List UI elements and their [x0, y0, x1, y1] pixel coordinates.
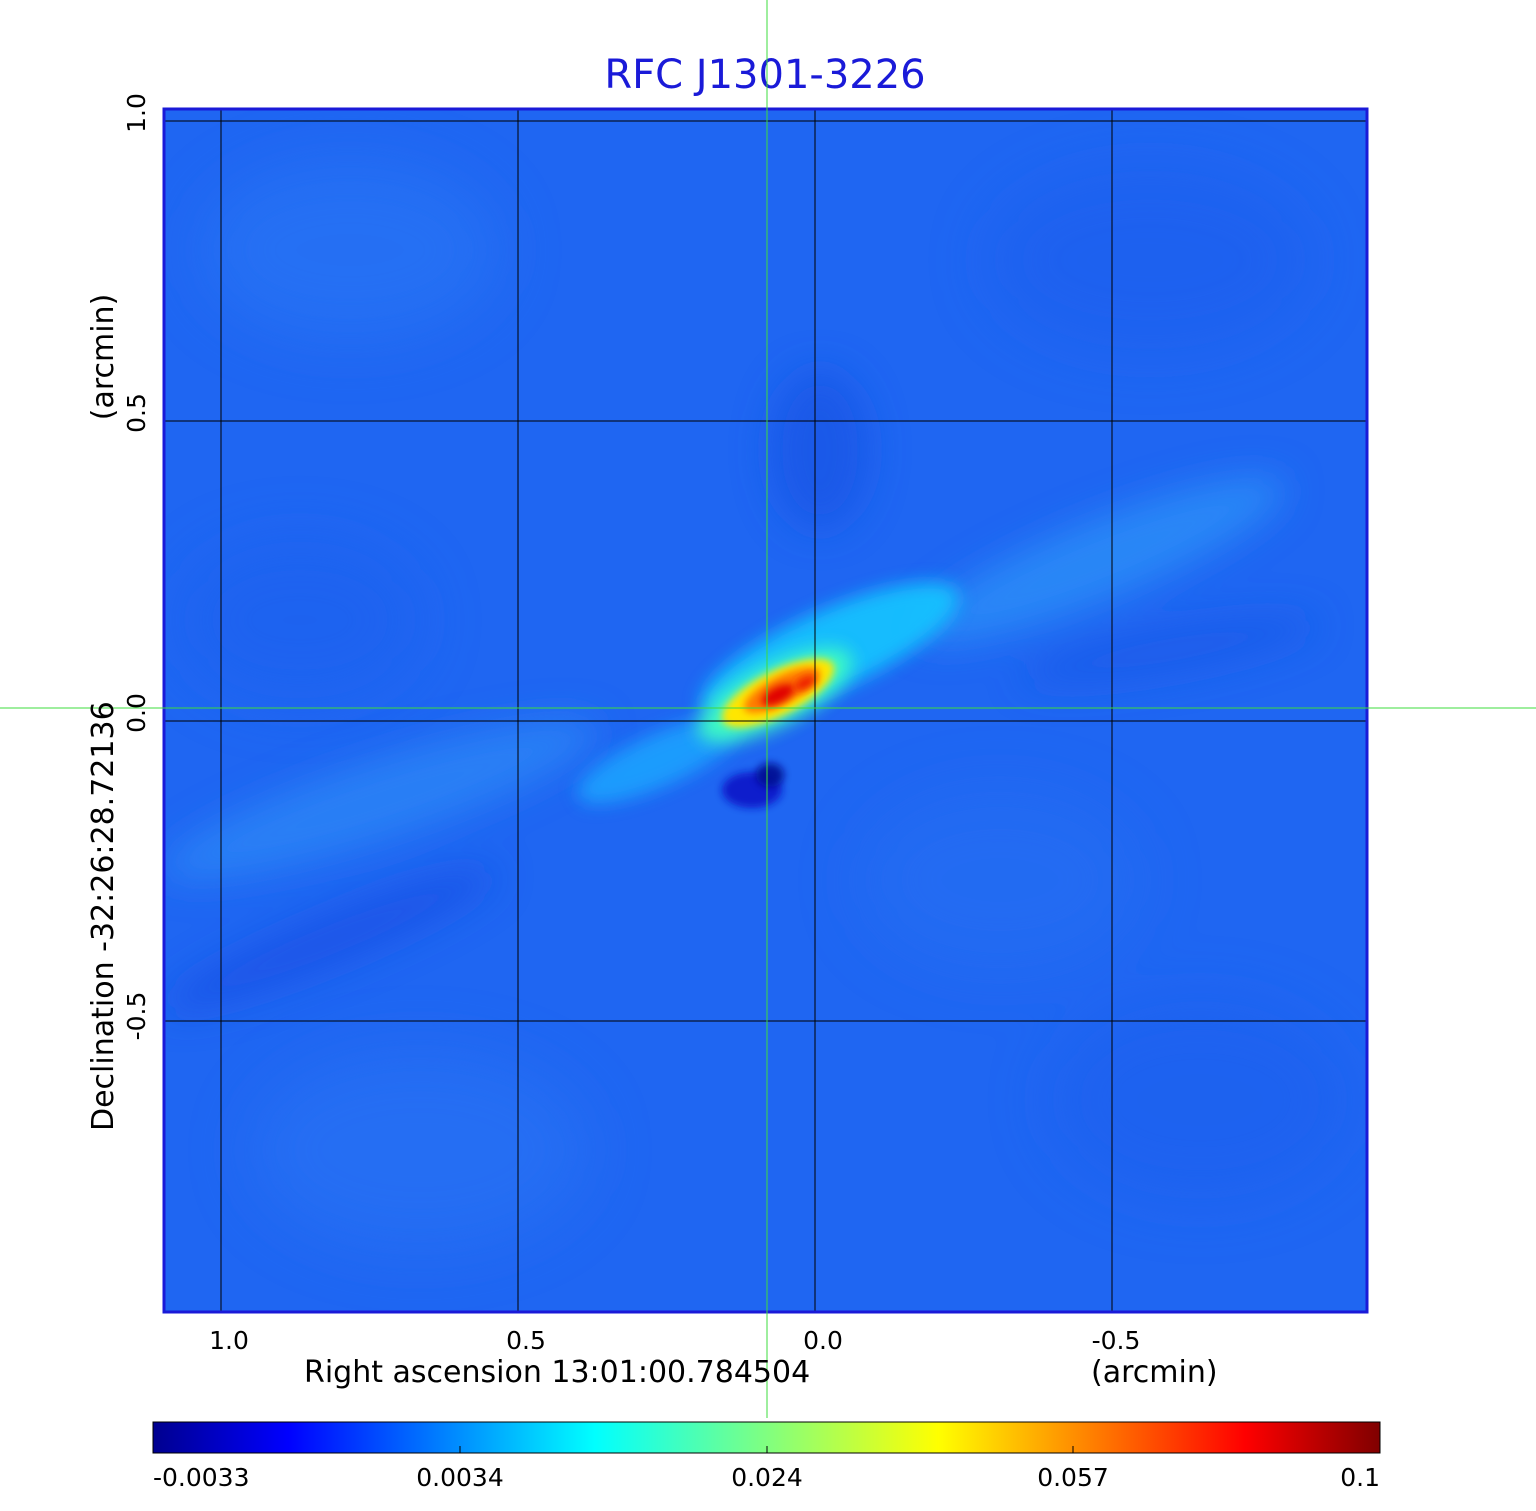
colorbar-tick-label: 0.057 [1037, 1463, 1109, 1492]
source-emission [577, 582, 959, 808]
colorbar-tick-label: -0.0033 [153, 1463, 250, 1492]
colorbar-tick-label: 0.0034 [416, 1463, 503, 1492]
colorbar-tick-label: 0.1 [1340, 1463, 1380, 1492]
x-tick-label: 0.5 [506, 1326, 546, 1355]
colorbar-ticks [459, 1446, 1074, 1453]
crosshair [0, 0, 1536, 1418]
y-tick-label: 0.5 [122, 393, 151, 433]
y-tick-label: 0.0 [122, 693, 151, 733]
x-axis-label: Right ascension 13:01:00.784504 [304, 1355, 810, 1390]
noise-texture [180, 160, 1350, 1250]
x-tick-label: 1.0 [209, 1326, 249, 1355]
diffuse-emission [164, 370, 1318, 1012]
x-axis-ticks: 1.0 0.5 0.0 -0.5 [209, 1326, 1140, 1355]
x-tick-label: -0.5 [1092, 1326, 1141, 1355]
x-axis-unit: (arcmin) [1091, 1355, 1218, 1390]
y-axis-label: Declination -32:26:28.72136 [86, 701, 121, 1131]
y-axis-ticks: 1.0 0.5 0.0 -0.5 [122, 93, 151, 1040]
image-frame [162, 107, 1369, 1314]
x-tick-label: 0.0 [803, 1326, 843, 1355]
colorbar-tick-label: 0.024 [731, 1463, 803, 1492]
y-tick-label: 1.0 [122, 93, 151, 133]
coordinate-grid [164, 109, 1367, 1312]
colorbar: -0.0033 0.0034 0.024 0.057 0.1 [152, 1421, 1381, 1492]
image-title: RFC J1301-3226 [604, 52, 925, 98]
y-axis-unit: (arcmin) [86, 294, 121, 421]
y-tick-label: -0.5 [122, 992, 151, 1041]
image-panel [164, 109, 1367, 1312]
